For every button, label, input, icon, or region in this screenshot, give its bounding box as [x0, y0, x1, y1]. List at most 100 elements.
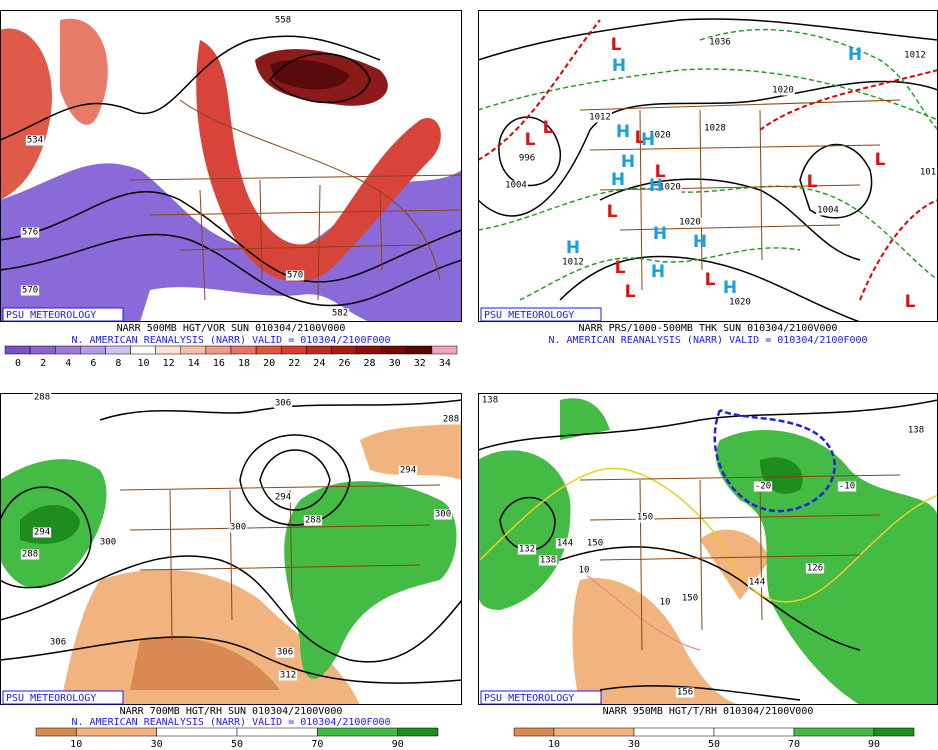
contour-label-bg [588, 112, 612, 123]
contour-label: 1012 [904, 51, 926, 61]
contour-label: 132 [519, 545, 535, 555]
colorbar-segment [306, 345, 332, 355]
colorbar-tick-label: 30 [628, 739, 640, 750]
colorbar-segment [155, 345, 182, 355]
contour-label: 570 [22, 286, 38, 296]
contour-label: 144 [749, 578, 765, 588]
contour-label-bg [228, 522, 248, 533]
contour-label: 288 [443, 415, 459, 425]
pressure-center: L [655, 162, 666, 182]
colorbar-segment [230, 345, 257, 355]
colorbar-segment [513, 727, 555, 737]
contour-label-bg [708, 37, 732, 48]
pressure-center: H [612, 56, 626, 76]
colorbar-tick-label: 50 [708, 739, 720, 750]
contour-label-bg [504, 180, 528, 191]
contour-label: 288 [22, 550, 38, 560]
pressure-center: H [651, 262, 665, 282]
colorbar-tick-label: 12 [163, 358, 175, 369]
contour-label: 138 [540, 556, 556, 566]
map-950mb [478, 393, 938, 705]
contour-label: 1020 [659, 183, 681, 193]
colorbar-segment [317, 727, 399, 737]
colorbar-tick-label: 16 [213, 358, 225, 369]
colorbar-segment [381, 345, 408, 355]
contour-label-bg [273, 15, 293, 26]
contour-label-bg [25, 135, 45, 146]
colorbar-tick-label: 4 [65, 358, 71, 369]
contour-label: 996 [519, 154, 535, 164]
contour-label-bg [273, 398, 293, 409]
contour-label-bg [285, 270, 305, 281]
colorbar-tick-label: 14 [188, 358, 200, 369]
product-line: NARR 500MB HGT/VOR SUN 010304/2100V000 [117, 323, 346, 334]
brand-box [2, 307, 124, 322]
colorbar-tick-label: 10 [138, 358, 150, 369]
pressure-center: H [641, 130, 655, 150]
valid-line: N. AMERICAN REANALYSIS (NARR) VALID = 01… [71, 335, 390, 346]
contour-label: 300 [230, 523, 246, 533]
contour-label: 1012 [589, 113, 611, 123]
colorbar-segment [35, 727, 77, 737]
pressure-center: H [611, 170, 625, 190]
colorbar-tick-label: 10 [548, 739, 560, 750]
contour-label: 300 [100, 538, 116, 548]
pressure-center: L [607, 202, 618, 222]
contour-label-bg [658, 182, 682, 193]
product-line: NARR 700MB HGT/RH SUN 010304/2100V000 [120, 706, 343, 717]
contour-label-bg [918, 167, 938, 178]
contour-label: 138 [908, 426, 924, 436]
contour-label: 1004 [817, 206, 839, 216]
colorbar-segment [406, 345, 433, 355]
contour-label: 582 [332, 309, 348, 319]
colorbar-tick-label: 30 [151, 739, 163, 750]
colorbar-tick-label: 90 [392, 739, 404, 750]
colorbar-segment [236, 727, 318, 737]
colorbar-tick-label: 70 [788, 739, 800, 750]
contour-label: 300 [435, 510, 451, 520]
contour-label-bg [517, 544, 537, 555]
brand-box [480, 307, 602, 322]
contour-label: 10 [579, 566, 590, 576]
pressure-center: L [635, 128, 646, 148]
brand: PSU METEOROLOGY [6, 310, 96, 321]
contour-label-bg [273, 492, 293, 503]
colorbar-tick-label: 70 [311, 739, 323, 750]
colorbar-segment [553, 727, 635, 737]
contour-label: 101 [920, 168, 936, 178]
contour-label-bg [20, 549, 40, 560]
colorbar-segment [633, 727, 715, 737]
colorbar-segment [180, 345, 207, 355]
contour-label: 288 [34, 393, 50, 403]
contour-label-bg [303, 515, 323, 526]
contour-label: 570 [287, 271, 303, 281]
contour-label-bg [805, 563, 825, 574]
contour-label: 294 [400, 466, 416, 476]
contour-label: 576 [22, 228, 38, 238]
contour-label-bg [480, 395, 500, 406]
pressure-center: L [875, 150, 886, 170]
pressure-center: H [649, 176, 663, 196]
contour-label-bg [675, 687, 695, 698]
contour-label: 306 [50, 638, 66, 648]
colorbar-segment [431, 345, 458, 355]
contour-label-bg [98, 537, 118, 548]
contour-label: 312 [280, 671, 296, 681]
product-line: NARR PRS/1000-500MB THK SUN 010304/2100V… [579, 323, 838, 334]
colorbar-tick-label: 24 [313, 358, 325, 369]
contour-label-bg [635, 512, 655, 523]
contour-label-bg [441, 414, 461, 425]
pressure-center: H [616, 122, 630, 142]
brand-box [480, 690, 602, 705]
contour-label: 138 [482, 396, 498, 406]
colorbar-segment [397, 727, 439, 737]
contour-label: 534 [27, 136, 43, 146]
brand: PSU METEOROLOGY [484, 310, 574, 321]
contour-label-bg [728, 297, 752, 308]
contour-label: 150 [587, 539, 603, 549]
contour-label-bg [837, 481, 857, 492]
colorbar-tick-label: 20 [263, 358, 275, 369]
contour-label: 288 [305, 516, 321, 526]
pressure-center: L [705, 270, 716, 290]
colorbar-tick-label: 28 [364, 358, 376, 369]
